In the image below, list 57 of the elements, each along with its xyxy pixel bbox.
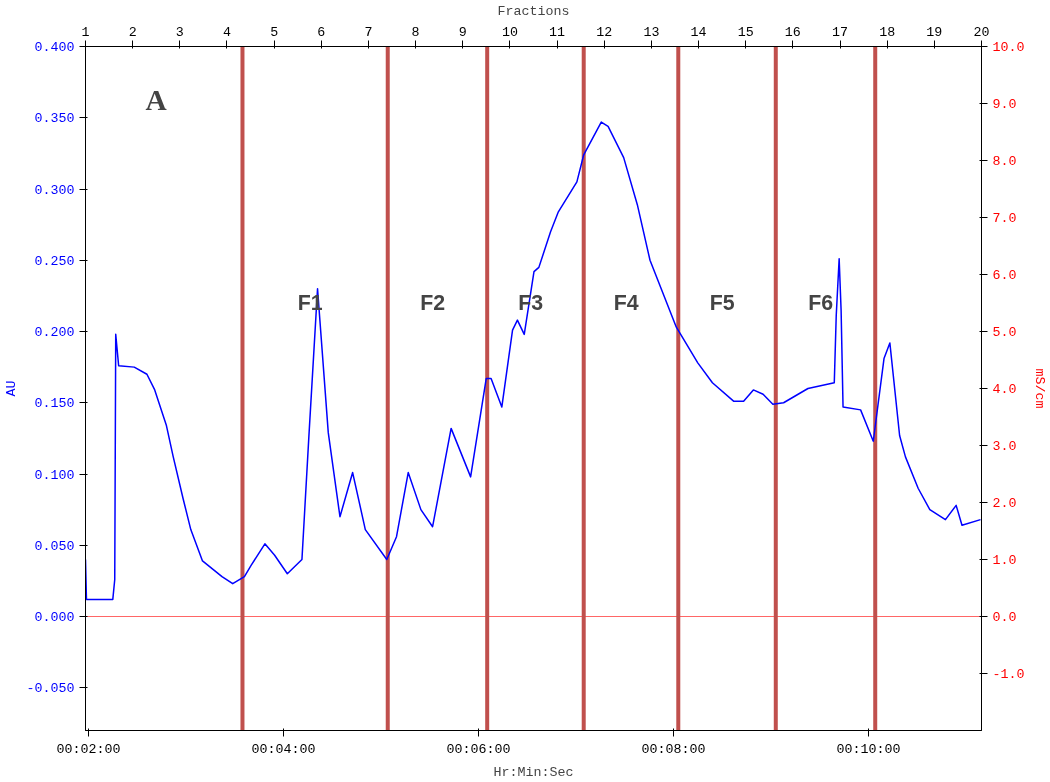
- annotation: F6: [808, 290, 834, 315]
- y-tick-label: 0.150: [34, 396, 75, 412]
- y-tick-label: 0.200: [34, 325, 75, 340]
- x2-tick-label: 15: [737, 24, 754, 40]
- x-tick-label: 00:04:00: [251, 741, 316, 757]
- x2-tick-label: 10: [501, 24, 518, 40]
- x2-tick-label: 4: [222, 24, 231, 40]
- x2-tick-label: 7: [364, 24, 373, 40]
- line-series: [85, 121, 982, 601]
- y2-tick-label: 0.0: [992, 610, 1017, 625]
- x2-tick-label: 2: [128, 24, 137, 40]
- x2-tick-label: 16: [784, 24, 801, 40]
- x2-tick-label: 12: [596, 24, 613, 40]
- y-tick-label: 0.050: [34, 538, 75, 554]
- y2-tick-label: 3.0: [992, 439, 1017, 454]
- x2-tick-label: 5: [270, 24, 279, 40]
- y-tick-label: 0.350: [34, 111, 75, 127]
- x2-tick-label: 18: [879, 24, 896, 40]
- y-tick-label: 0.300: [34, 182, 75, 198]
- y-tick-label: 0.250: [34, 253, 75, 269]
- x2-tick-label: 11: [549, 24, 566, 40]
- y2-tick-label: 10.0: [992, 40, 1025, 55]
- y2-tick-label: 2.0: [992, 496, 1017, 511]
- y2-tick-label: 5.0: [992, 325, 1017, 340]
- y2-tick-label: 4.0: [992, 382, 1017, 397]
- x2-axis-title: Fractions: [497, 3, 570, 19]
- y-tick-label: 0.400: [34, 40, 75, 55]
- x-tick-label: 00:10:00: [836, 741, 901, 757]
- x2-tick-label: 3: [175, 24, 184, 40]
- y2-tick-label: 7.0: [992, 211, 1017, 226]
- x-tick-label: 00:02:00: [56, 741, 121, 757]
- y2-axis-title: mS/cm: [1032, 368, 1048, 409]
- annotation: A: [145, 83, 167, 116]
- x2-tick-label: 19: [926, 24, 943, 40]
- x2-tick-label: 1: [81, 24, 90, 40]
- x-tick-label: 00:06:00: [446, 741, 511, 757]
- x2-tick-label: 17: [832, 24, 849, 40]
- x2-tick-label: 9: [458, 24, 467, 40]
- y-tick-label: -0.050: [26, 681, 75, 697]
- x-tick-label: 00:08:00: [641, 741, 706, 757]
- y2-tick-label: -1.0: [992, 667, 1025, 682]
- annotation: F4: [613, 290, 639, 315]
- x2-tick-label: 6: [317, 24, 326, 40]
- y-axis-title: AU: [3, 380, 19, 397]
- y2-tick-label: 9.0: [992, 97, 1017, 112]
- x2-tick-label: 20: [973, 24, 990, 40]
- x2-tick-label: 14: [690, 24, 707, 40]
- y2-tick-label: 8.0: [992, 154, 1017, 169]
- y2-tick-label: 1.0: [992, 553, 1017, 568]
- x-axis-title: Hr:Min:Sec: [493, 764, 574, 780]
- y-tick-label: 0.000: [34, 610, 75, 625]
- y-tick-label: 0.100: [34, 467, 75, 483]
- y2-tick-label: 6.0: [992, 268, 1017, 283]
- annotation: F2: [420, 290, 446, 315]
- x2-tick-label: 8: [411, 24, 420, 40]
- annotation: F5: [709, 290, 735, 315]
- x2-tick-label: 13: [643, 24, 660, 40]
